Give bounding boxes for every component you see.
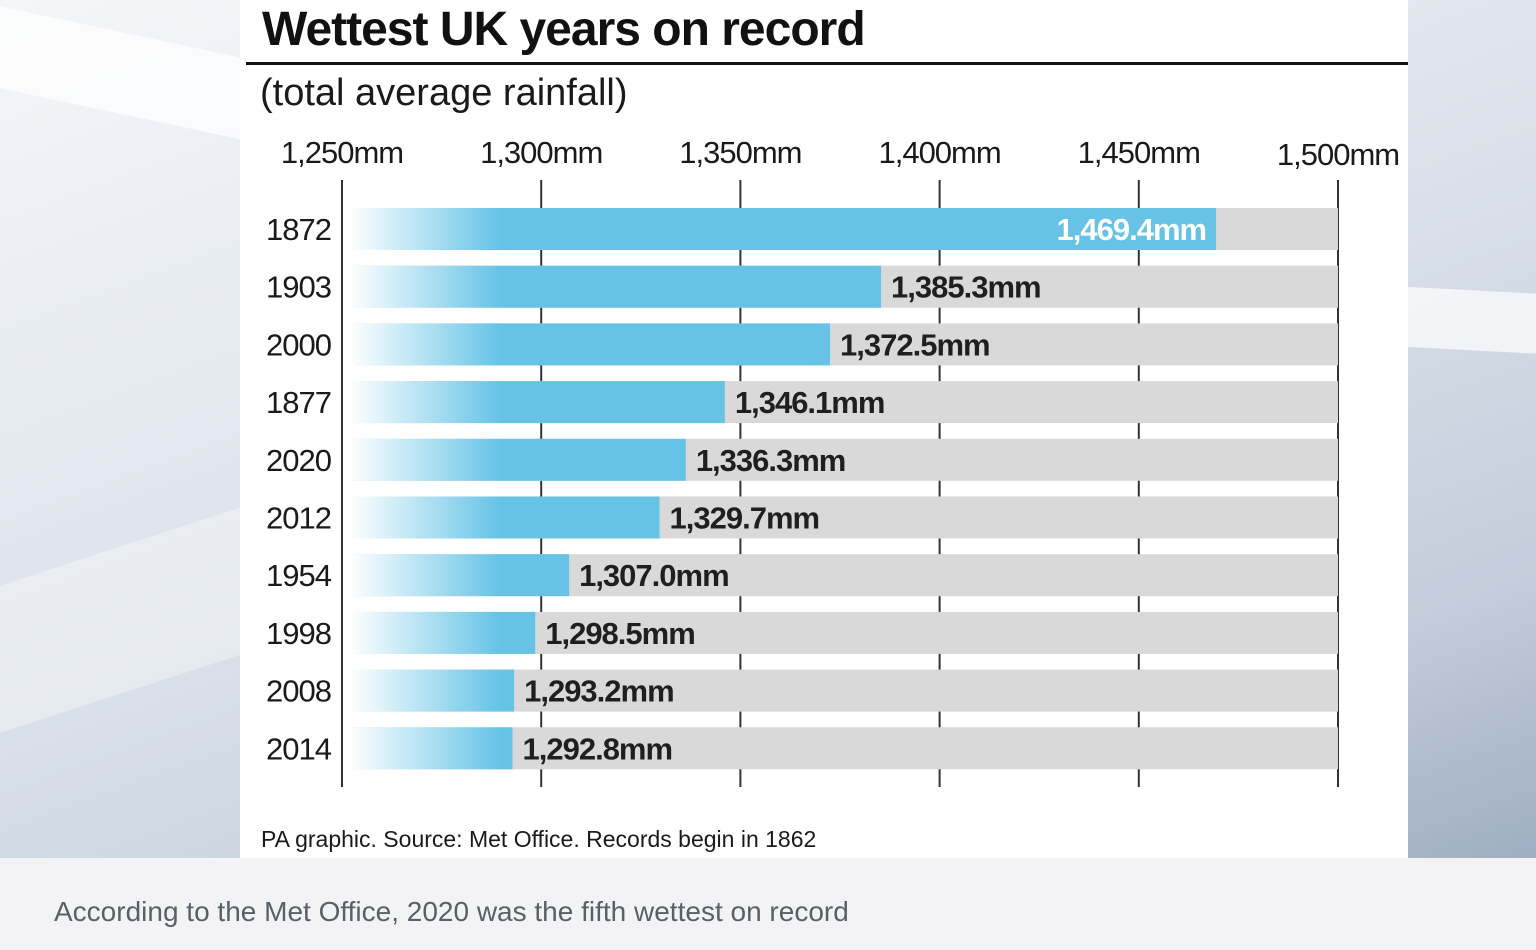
category-label: 1877 xyxy=(266,385,331,420)
category-label: 2008 xyxy=(266,674,331,709)
bar-track-2008 xyxy=(350,669,1338,712)
bar-2000 xyxy=(350,323,831,366)
category-label: 2000 xyxy=(266,327,332,362)
value-label: 1,307.0mm xyxy=(579,558,729,593)
x-tick-label: 1,450mm xyxy=(1078,135,1200,170)
bar-2014 xyxy=(350,727,513,770)
bar-1877 xyxy=(350,381,725,424)
value-label: 1,346.1mm xyxy=(735,385,885,420)
value-label: 1,329.7mm xyxy=(670,501,820,536)
x-tick-label: 1,300mm xyxy=(480,135,602,170)
category-label: 1998 xyxy=(266,616,331,651)
value-label: 1,336.3mm xyxy=(696,443,846,478)
image-caption: According to the Met Office, 2020 was th… xyxy=(54,896,849,927)
infographic-card: Wettest UK years on record (total averag… xyxy=(240,0,1408,858)
value-label: 1,372.5mm xyxy=(840,327,990,362)
title-divider xyxy=(246,62,1408,65)
value-label: 1,292.8mm xyxy=(523,731,673,766)
category-label: 2012 xyxy=(266,501,331,536)
category-label: 1872 xyxy=(266,212,331,247)
value-label: 1,469.4mm xyxy=(1057,212,1207,247)
chart-title: Wettest UK years on record xyxy=(262,3,866,56)
category-label: 2020 xyxy=(266,443,332,478)
bar-1998 xyxy=(350,611,536,654)
bar-chart: 1,250mm 1,300mm 1,350mm 1,400mm 1,450mm 1,500… xyxy=(266,135,1400,787)
bar-2012 xyxy=(350,496,660,539)
x-tick-label: 1,350mm xyxy=(679,135,801,170)
bar-1872 xyxy=(350,208,1217,250)
value-label: 1,298.5mm xyxy=(545,616,695,651)
category-label: 1954 xyxy=(266,558,332,593)
bar-1903 xyxy=(350,265,882,308)
chart-subtitle: (total average rainfall) xyxy=(260,72,628,114)
value-label: 1,385.3mm xyxy=(891,270,1041,305)
caption-bar xyxy=(0,858,1536,950)
bar-2008 xyxy=(350,669,515,712)
bar-track-2014 xyxy=(350,727,1338,770)
category-label: 1903 xyxy=(266,270,331,305)
x-tick-label: 1,500mm xyxy=(1277,137,1399,172)
x-tick-label: 1,250mm xyxy=(281,135,403,170)
bar-2020 xyxy=(350,438,686,481)
x-tick-label: 1,400mm xyxy=(878,135,1000,170)
source-note: PA graphic. Source: Met Office. Records … xyxy=(261,826,817,852)
category-label: 2014 xyxy=(266,731,332,766)
value-label: 1,293.2mm xyxy=(524,674,674,709)
bar-1954 xyxy=(350,554,570,597)
